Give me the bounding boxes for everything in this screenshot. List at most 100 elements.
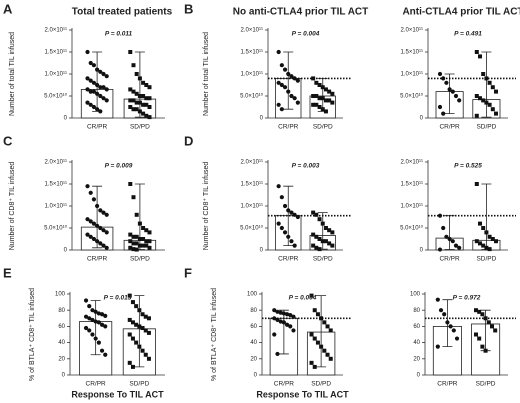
data-point xyxy=(311,210,316,215)
range-bar xyxy=(134,51,145,118)
data-point xyxy=(483,348,488,353)
data-point xyxy=(137,100,142,105)
data-point xyxy=(147,230,152,235)
data-point xyxy=(320,85,325,90)
data-point xyxy=(128,245,133,250)
data-point xyxy=(88,78,93,83)
data-point xyxy=(320,96,325,101)
data-point xyxy=(93,309,98,314)
data-point xyxy=(435,344,440,349)
data-point xyxy=(103,324,108,329)
data-point xyxy=(143,328,148,333)
y-tick-label: 0 xyxy=(420,116,424,122)
data-point xyxy=(314,102,319,107)
range-bar xyxy=(481,183,492,250)
y-tick-label: 2.0×10¹¹ xyxy=(400,28,423,34)
x-axis-label: Response To TIL ACT xyxy=(256,389,349,399)
data-point xyxy=(490,237,495,241)
data-point xyxy=(98,69,103,74)
data-point xyxy=(276,49,281,55)
y-tick-label: 60 xyxy=(250,324,257,330)
data-point xyxy=(445,320,450,325)
data-point xyxy=(276,221,281,226)
data-point xyxy=(93,336,98,341)
data-point xyxy=(490,85,495,90)
x-tick-label: CR/PR xyxy=(86,381,107,388)
p-value: P = 0.004 xyxy=(292,31,320,38)
data-point xyxy=(131,234,136,239)
data-point xyxy=(282,230,288,235)
data-point xyxy=(83,298,89,303)
data-point xyxy=(128,182,133,186)
y-tick-label: 1.5×10¹¹ xyxy=(240,182,263,188)
y-tick-label: 2.0×10¹¹ xyxy=(240,160,263,166)
data-point xyxy=(312,308,317,313)
data-point xyxy=(457,245,462,250)
y-axis-label: Number of total TIL infused xyxy=(9,32,16,116)
data-point xyxy=(312,336,317,341)
x-axis-label: Response To TIL ACT xyxy=(71,389,164,399)
panel-label: C xyxy=(3,133,13,148)
data-point xyxy=(98,208,103,213)
data-point xyxy=(279,225,284,231)
panel-label: A xyxy=(3,1,13,16)
data-point xyxy=(437,71,443,77)
data-point xyxy=(444,80,449,85)
y-tick-label: 0 xyxy=(417,373,421,379)
data-point xyxy=(101,96,106,101)
data-point xyxy=(98,241,103,246)
data-point xyxy=(140,326,145,331)
data-point xyxy=(478,96,482,101)
data-point xyxy=(137,221,142,226)
data-point xyxy=(477,309,482,314)
p-value: P = 0.972 xyxy=(453,295,481,302)
data-point xyxy=(147,245,152,250)
data-point xyxy=(134,304,139,309)
data-point xyxy=(487,247,492,252)
data-point xyxy=(96,320,101,325)
data-point xyxy=(322,348,327,353)
data-point xyxy=(325,352,330,357)
data-point xyxy=(484,230,489,235)
data-point xyxy=(289,93,294,99)
y-tick-label: 1.0×10¹¹ xyxy=(44,204,67,210)
data-point xyxy=(289,210,294,215)
data-point xyxy=(473,332,478,337)
data-point xyxy=(91,221,97,226)
data-point xyxy=(323,98,328,103)
data-point xyxy=(95,82,100,88)
data-point xyxy=(325,324,330,329)
data-point xyxy=(320,239,325,244)
data-point xyxy=(272,308,277,313)
y-tick-label: 80 xyxy=(250,308,257,314)
y-tick-label: 0 xyxy=(62,373,66,379)
x-tick-label: SD/PD xyxy=(130,256,150,263)
y-tick-label: 5.0×10¹⁰ xyxy=(240,225,264,232)
data-point xyxy=(85,87,90,92)
data-point xyxy=(317,105,322,109)
y-tick-label: 5.0×10¹⁰ xyxy=(240,93,264,100)
x-tick-label: CR/PR xyxy=(87,256,108,263)
data-point xyxy=(484,100,489,105)
range-bar xyxy=(92,185,103,249)
panel-label: B xyxy=(184,1,193,16)
data-point xyxy=(292,76,297,81)
data-point xyxy=(137,94,142,98)
data-point xyxy=(134,72,139,76)
p-value: P = 0.004 xyxy=(289,295,317,302)
data-point xyxy=(96,340,101,345)
data-point xyxy=(128,105,133,109)
data-point xyxy=(128,239,133,244)
data-point xyxy=(91,63,97,68)
data-point xyxy=(127,332,132,337)
data-point xyxy=(480,312,485,317)
panel-label: E xyxy=(3,265,12,280)
data-point xyxy=(128,87,133,92)
data-point xyxy=(96,311,101,316)
data-point xyxy=(312,364,317,369)
data-point xyxy=(315,312,320,317)
data-point xyxy=(292,243,297,248)
data-point xyxy=(134,322,139,327)
data-point xyxy=(91,104,97,110)
